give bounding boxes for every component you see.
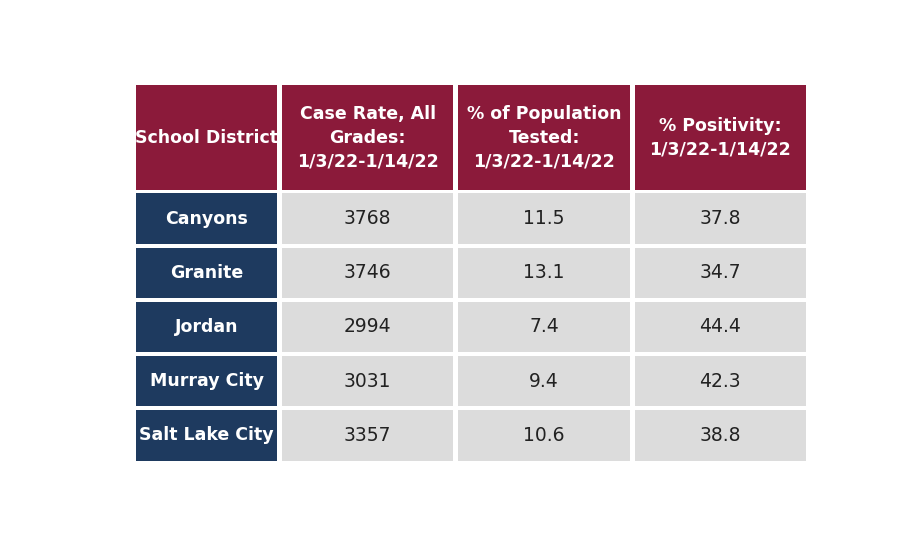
Bar [459, 248, 630, 298]
Text: Case Rate, All
Grades:
1/3/22-1/14/22: Case Rate, All Grades: 1/3/22-1/14/22 [297, 105, 438, 170]
Text: 3357: 3357 [344, 426, 391, 445]
Text: 37.8: 37.8 [699, 210, 741, 228]
Bar [136, 356, 277, 406]
Bar [136, 302, 277, 352]
Bar [136, 248, 277, 298]
Text: 3746: 3746 [344, 263, 391, 282]
Text: 11.5: 11.5 [524, 210, 565, 228]
Bar [459, 410, 630, 460]
Bar [459, 193, 630, 244]
Text: Canyons: Canyons [165, 210, 248, 228]
Bar [136, 193, 277, 244]
Bar [635, 248, 806, 298]
Bar [459, 302, 630, 352]
Text: 9.4: 9.4 [529, 371, 559, 391]
Bar [282, 302, 453, 352]
Text: Murray City: Murray City [150, 372, 264, 390]
Text: 7.4: 7.4 [529, 317, 559, 337]
Text: Salt Lake City: Salt Lake City [140, 426, 274, 444]
Text: School District: School District [135, 129, 278, 146]
Bar [459, 85, 630, 190]
Text: 13.1: 13.1 [524, 263, 565, 282]
Bar [635, 85, 806, 190]
Text: 10.6: 10.6 [524, 426, 565, 445]
Bar [282, 85, 453, 190]
Text: Granite: Granite [170, 264, 244, 282]
Bar [282, 193, 453, 244]
Bar [136, 410, 277, 460]
Bar [282, 410, 453, 460]
Text: 44.4: 44.4 [699, 317, 742, 337]
Text: 38.8: 38.8 [699, 426, 741, 445]
Text: Jordan: Jordan [175, 318, 238, 336]
Bar [635, 356, 806, 406]
Text: 3768: 3768 [344, 210, 391, 228]
Bar [282, 356, 453, 406]
Bar [635, 410, 806, 460]
Text: 34.7: 34.7 [699, 263, 741, 282]
Text: 3031: 3031 [344, 371, 391, 391]
Text: % of Population
Tested:
1/3/22-1/14/22: % of Population Tested: 1/3/22-1/14/22 [467, 105, 621, 170]
Bar [136, 85, 277, 190]
Bar [635, 302, 806, 352]
Bar [282, 248, 453, 298]
Text: % Positivity:
1/3/22-1/14/22: % Positivity: 1/3/22-1/14/22 [650, 117, 791, 158]
Text: 2994: 2994 [344, 317, 391, 337]
Bar [635, 193, 806, 244]
Text: 42.3: 42.3 [699, 371, 741, 391]
Bar [459, 356, 630, 406]
